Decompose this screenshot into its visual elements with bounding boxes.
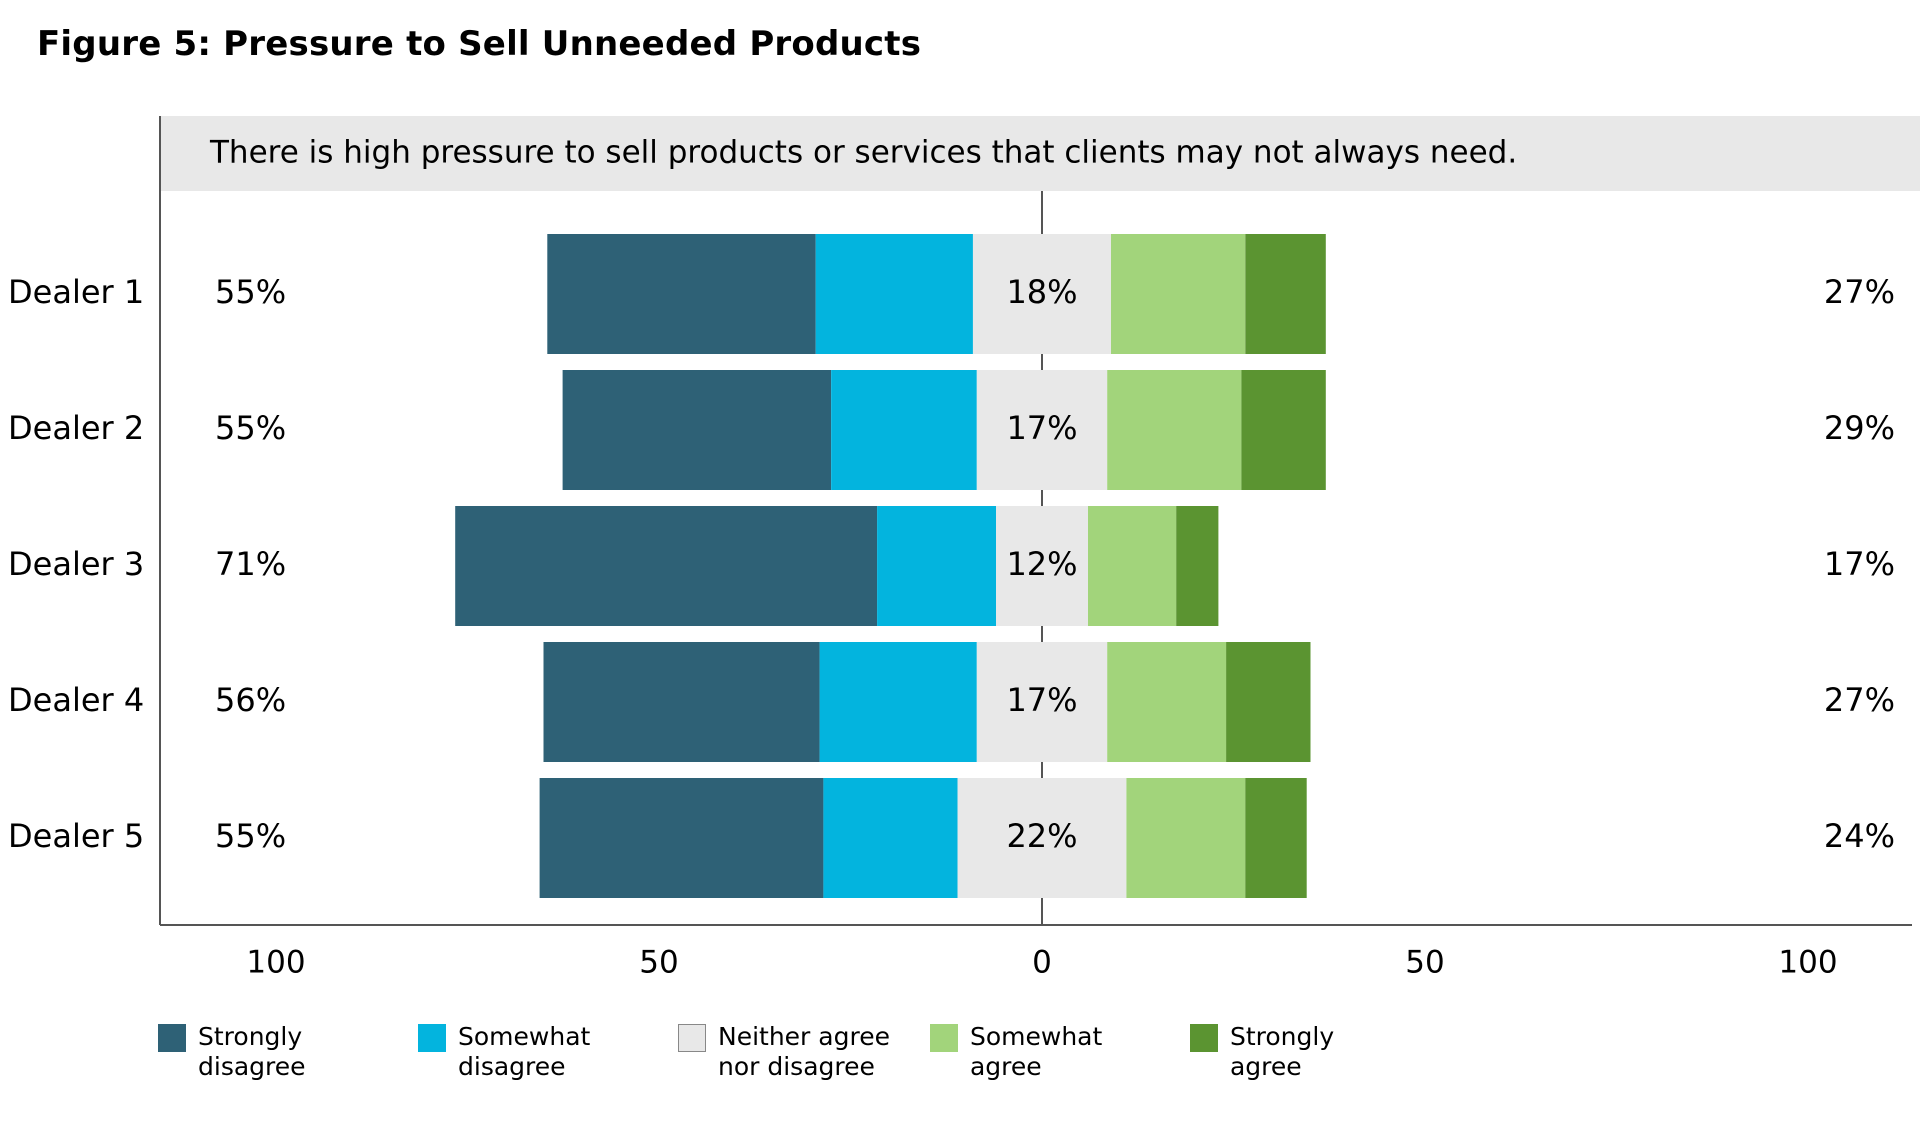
bar-strongly-disagree-dealer-3 — [455, 506, 878, 626]
chart-header-band — [160, 116, 1920, 191]
category-label-dealer-5: Dealer 5 — [8, 817, 144, 855]
bar-strongly-agree-dealer-1 — [1245, 234, 1326, 354]
legend-item-3: Neither agree nor disagree — [678, 1022, 890, 1082]
legend-label: Somewhat disagree — [458, 1022, 591, 1081]
bar-neither-agree-nor-disagree-dealer-4 — [976, 642, 1108, 762]
disagree-total-dealer-2: 55% — [215, 409, 286, 447]
category-label-dealer-2: Dealer 2 — [8, 409, 144, 447]
legend-item-1: Strongly disagree — [158, 1022, 378, 1082]
x-tick-label: 50 — [639, 945, 678, 981]
agree-total-dealer-4: 27% — [1824, 681, 1895, 719]
agree-total-dealer-3: 17% — [1824, 545, 1895, 583]
neutral-label-dealer-2: 17% — [1006, 409, 1077, 447]
neutral-label-dealer-5: 22% — [1006, 817, 1077, 855]
figure-title: Figure 5: Pressure to Sell Unneeded Prod… — [37, 24, 922, 64]
disagree-total-dealer-4: 56% — [215, 681, 286, 719]
legend-item-4: Somewhat agree — [929, 1022, 1150, 1082]
bar-strongly-disagree-dealer-4 — [543, 642, 820, 762]
x-tick-label: 50 — [1405, 945, 1444, 981]
neutral-label-dealer-4: 17% — [1006, 681, 1077, 719]
x-tick-label: 0 — [1032, 945, 1052, 981]
neutral-label-dealer-3: 12% — [1006, 545, 1077, 583]
x-tick-label: 100 — [1778, 945, 1837, 981]
legend-item-2: Somewhat disagree — [418, 1022, 638, 1082]
bar-somewhat-disagree-dealer-1 — [815, 234, 973, 354]
bar-strongly-disagree-dealer-2 — [562, 370, 831, 490]
legend-label: Neither agree nor disagree — [718, 1022, 890, 1081]
bar-strongly-disagree-dealer-5 — [539, 778, 824, 898]
x-tick-label: 100 — [246, 945, 305, 981]
bar-strongly-agree-dealer-3 — [1176, 506, 1219, 626]
legend-swatch — [929, 1024, 958, 1052]
bar-neither-agree-nor-disagree-dealer-5 — [957, 778, 1127, 898]
legend-swatch — [678, 1024, 706, 1052]
bar-neither-agree-nor-disagree-dealer-3 — [996, 506, 1088, 626]
legend-swatch — [1189, 1024, 1218, 1052]
bar-strongly-agree-dealer-2 — [1241, 370, 1326, 490]
chart-subtitle: There is high pressure to sell products … — [209, 135, 1517, 171]
legend-swatch — [158, 1024, 186, 1052]
bar-strongly-agree-dealer-5 — [1245, 778, 1307, 898]
category-label-dealer-3: Dealer 3 — [8, 545, 144, 583]
bar-strongly-agree-dealer-4 — [1226, 642, 1311, 762]
disagree-total-dealer-3: 71% — [215, 545, 286, 583]
category-label-dealer-1: Dealer 1 — [8, 273, 144, 311]
agree-total-dealer-5: 24% — [1824, 817, 1895, 855]
bar-somewhat-agree-dealer-4 — [1107, 642, 1227, 762]
bar-strongly-disagree-dealer-1 — [547, 234, 816, 354]
legend: Strongly disagree Somewhat disagree Neithe… — [158, 1022, 1450, 1082]
legend-label: Strongly disagree — [198, 1022, 306, 1081]
neutral-label-dealer-1: 18% — [1006, 273, 1077, 311]
disagree-total-dealer-1: 55% — [215, 273, 286, 311]
legend-label: Strongly agree — [1229, 1022, 1335, 1081]
bar-somewhat-disagree-dealer-2 — [831, 370, 977, 490]
agree-total-dealer-1: 27% — [1824, 273, 1895, 311]
bar-somewhat-agree-dealer-5 — [1126, 778, 1246, 898]
legend-swatch — [418, 1024, 446, 1052]
bar-somewhat-disagree-dealer-5 — [823, 778, 958, 898]
bar-neither-agree-nor-disagree-dealer-1 — [973, 234, 1112, 354]
bar-somewhat-agree-dealer-2 — [1107, 370, 1242, 490]
legend-label: Somewhat agree — [969, 1022, 1103, 1081]
agree-total-dealer-2: 29% — [1824, 409, 1895, 447]
bar-somewhat-agree-dealer-1 — [1111, 234, 1246, 354]
disagree-total-dealer-5: 55% — [215, 817, 286, 855]
category-label-dealer-4: Dealer 4 — [8, 681, 144, 719]
legend-item-5: Strongly agree — [1189, 1022, 1410, 1082]
bar-somewhat-agree-dealer-3 — [1088, 506, 1177, 626]
bar-neither-agree-nor-disagree-dealer-2 — [976, 370, 1108, 490]
bar-somewhat-disagree-dealer-3 — [877, 506, 996, 626]
bar-somewhat-disagree-dealer-4 — [819, 642, 977, 762]
